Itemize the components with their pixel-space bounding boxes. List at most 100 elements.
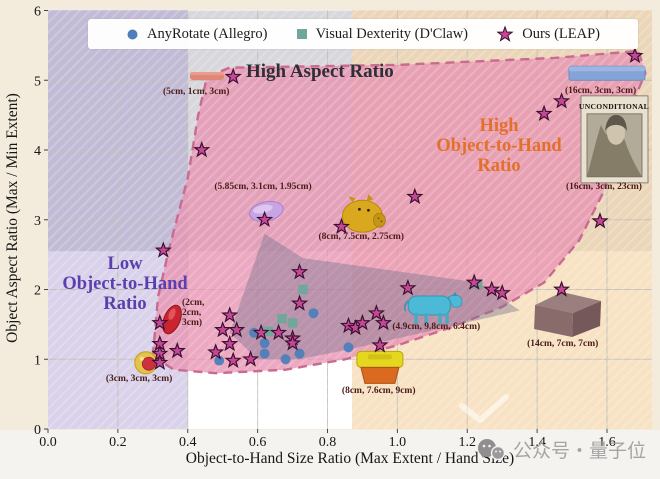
dimension-label-box: (14cm, 7cm, 7cm) <box>527 339 599 349</box>
point-ours <box>242 350 260 367</box>
region-label-line: Ratio <box>103 293 147 314</box>
y-tick-label: 2 <box>34 284 41 299</box>
point-ours <box>151 313 169 331</box>
legend-label: AnyRotate (Allegro) <box>147 25 268 42</box>
legend-label: Ours (LEAP) <box>522 25 600 42</box>
point-ours <box>374 313 392 331</box>
dimension-label-pepper: (2cm, 2cm, 3cm) <box>182 298 205 329</box>
checkmark-watermark <box>459 394 509 423</box>
object-box <box>534 292 602 338</box>
region-label-line: Object-to-Hand <box>62 273 188 294</box>
point-ours <box>465 273 483 290</box>
object-onion <box>134 351 158 375</box>
x-tick-label: 1.2 <box>459 435 477 450</box>
region-label-line: Low <box>107 254 143 274</box>
point-anyrotate <box>259 348 270 359</box>
svg-text:UNCONDITIONAL: UNCONDITIONAL <box>579 102 649 111</box>
y-tick-label: 4 <box>34 144 41 159</box>
object-pepper <box>162 304 182 335</box>
region-label-low-object-to-hand: Low Object-to-Hand Ratio <box>45 254 205 315</box>
x-tick-label: 1.6 <box>598 435 616 450</box>
point-ours <box>290 263 309 280</box>
x-tick-label: 0.4 <box>179 435 197 450</box>
legend-item-anyrotate: AnyRotate (Allegro) <box>126 26 267 43</box>
point-ours <box>371 336 389 353</box>
point-ours <box>493 283 511 301</box>
hull-baselines <box>229 233 520 360</box>
point-anyrotate <box>214 355 225 366</box>
point-ours <box>214 320 232 338</box>
x-axis-label: Object-to-Hand Size Ratio (Max Extent / … <box>185 450 515 467</box>
dimension-label-basket: (8cm, 7.6cm, 9cm) <box>341 386 416 397</box>
region-label-line: High <box>479 116 519 136</box>
point-ours <box>269 323 288 341</box>
object-cow <box>403 292 463 325</box>
series-circle <box>214 308 354 366</box>
point-ours <box>552 92 571 109</box>
circle-marker-icon <box>127 29 138 39</box>
point-ours <box>399 279 417 296</box>
y-tick-label: 5 <box>34 74 41 89</box>
y-tick-label: 0 <box>34 423 41 438</box>
watermark-text: 公众号・量子位 <box>513 441 647 462</box>
point-ours <box>220 334 239 352</box>
point-ours <box>591 212 609 229</box>
x-tick-label: 0.0 <box>39 435 57 450</box>
point-anyrotate <box>343 342 354 353</box>
y-tick-label: 3 <box>34 214 41 229</box>
x-tick-label: 0.6 <box>249 435 267 450</box>
point-ours <box>228 320 246 338</box>
square-marker-icon <box>296 29 307 39</box>
point-ours <box>207 343 225 360</box>
point-anyrotate <box>280 354 291 365</box>
region-label-line: Ratio <box>477 155 521 176</box>
object-basket <box>356 350 404 384</box>
region-label-high-object-to-hand: High Object-to-Hand Ratio <box>418 116 580 177</box>
point-ours <box>252 323 270 341</box>
point-ours <box>224 351 242 369</box>
point-ours <box>193 140 211 158</box>
star-marker-icon <box>496 25 514 42</box>
point-visual-dexterity <box>298 284 308 295</box>
legend: AnyRotate (Allegro) Visual Dexterity (D'… <box>88 19 638 49</box>
point-anyrotate <box>308 308 319 319</box>
dimension-label-piggy: (8cm, 7.5cm, 2.75cm) <box>318 232 404 243</box>
legend-item-visual-dexterity: Visual Dexterity (D'Claw) <box>296 26 468 43</box>
dimension-label-stick: (5cm, 1cm, 3cm) <box>162 87 230 98</box>
point-ours <box>256 210 274 228</box>
point-ours <box>151 353 169 371</box>
dimension-label-long-bar: (16cm, 3cm, 3cm) <box>565 86 637 97</box>
x-tick-label: 0.8 <box>319 435 337 450</box>
point-ours <box>283 334 302 351</box>
object-stick <box>189 72 224 81</box>
x-tick-label: 0.2 <box>109 435 127 450</box>
point-ours <box>290 294 309 311</box>
dimension-label-soap: (5.85cm, 3.1cm, 1.95cm) <box>214 182 312 193</box>
point-anyrotate <box>294 348 305 359</box>
axis-strip <box>0 430 660 479</box>
object-long-bar <box>568 65 646 81</box>
region-label-line: Object-to-Hand <box>436 135 562 156</box>
x-tick-label: 1.4 <box>528 435 546 450</box>
y-tick-label: 6 <box>34 5 41 20</box>
dimension-label-cow: (4.9cm, 9.8cm, 6.4cm) <box>392 322 481 333</box>
point-ours <box>483 280 501 297</box>
legend-label: Visual Dexterity (D'Claw) <box>315 25 468 42</box>
region-label-high-aspect-ratio: High Aspect Ratio <box>246 61 394 82</box>
tick-labels: 0.0 0.2 0.4 0.6 0.8 1.0 1.2 1.4 1.6 0 1 2 3 4 5 6 <box>34 5 616 451</box>
point-ours <box>154 241 172 258</box>
x-tick-label: 1.0 <box>389 435 407 450</box>
point-ours <box>535 104 553 122</box>
legend-item-ours: Ours (LEAP) <box>496 25 600 43</box>
point-ours <box>626 46 644 64</box>
y-axis-label: Object Aspect Ratio (Max / Min Extent) <box>4 93 21 343</box>
point-ours <box>220 306 239 323</box>
dimension-label-onion: (3cm, 3cm, 3cm) <box>105 373 173 384</box>
point-visual-dexterity <box>287 318 298 328</box>
object-piggy <box>341 194 386 233</box>
point-visual-dexterity <box>263 326 273 337</box>
point-visual-dexterity <box>277 313 287 324</box>
point-ours <box>224 67 242 85</box>
